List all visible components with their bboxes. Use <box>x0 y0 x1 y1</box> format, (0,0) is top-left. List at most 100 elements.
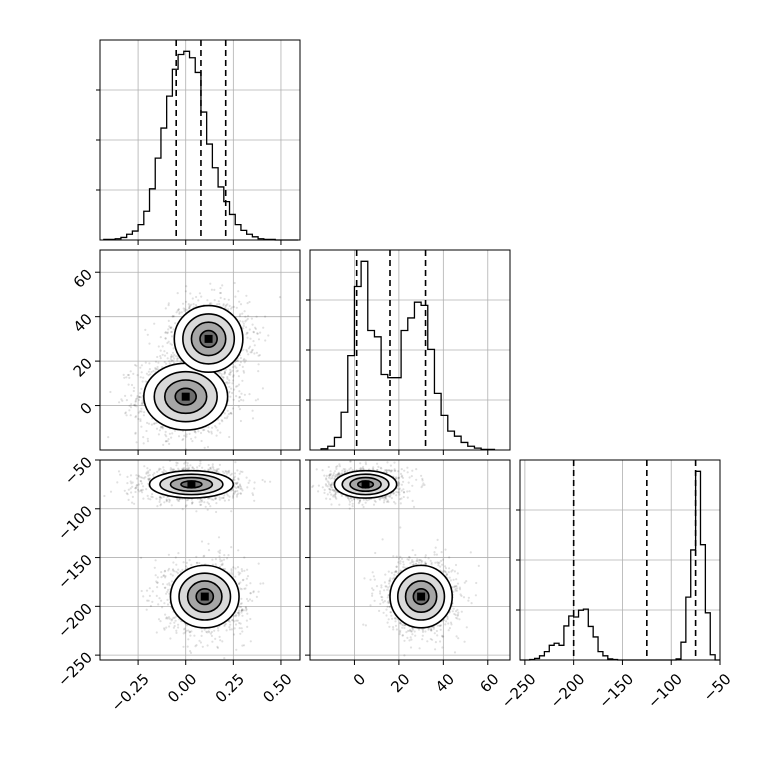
scatter-dot <box>128 376 131 379</box>
scatter-dot <box>228 435 231 439</box>
scatter-dot <box>214 497 217 500</box>
scatter-dot <box>136 483 139 487</box>
scatter-dot <box>131 495 134 498</box>
scatter-dot <box>237 582 241 585</box>
scatter-dot <box>183 434 186 437</box>
scatter-dot <box>246 568 249 571</box>
scatter-dot <box>213 288 216 291</box>
scatter-dot <box>207 451 209 453</box>
scatter-dot <box>218 422 221 425</box>
scatter-dot <box>157 361 160 364</box>
scatter-dot <box>219 431 222 434</box>
scatter-dot <box>240 487 243 490</box>
scatter-dot <box>233 476 236 479</box>
scatter-dot <box>244 359 247 362</box>
scatter-dot <box>245 326 248 329</box>
scatter-dot <box>155 367 158 371</box>
scatter-dot <box>231 369 234 372</box>
scatter-dot <box>239 485 242 488</box>
scatter-dot <box>166 583 169 586</box>
scatter-dot <box>183 309 186 313</box>
scatter-dot <box>157 618 161 621</box>
scatter-dot <box>140 480 143 483</box>
scatter-dot <box>233 478 236 482</box>
scatter-dot <box>222 304 225 307</box>
scatter-dot <box>239 303 243 306</box>
scatter-dot <box>237 611 240 614</box>
scatter-dot <box>165 499 168 502</box>
scatter-dot <box>237 614 240 617</box>
scatter-dot <box>159 349 162 352</box>
scatter-dot <box>175 355 178 358</box>
scatter-dot <box>217 371 220 374</box>
scatter-dot <box>224 381 227 384</box>
scatter-dot <box>229 371 232 374</box>
scatter-dot <box>241 614 244 617</box>
scatter-dot <box>226 494 229 497</box>
scatter-dot <box>159 496 162 499</box>
scatter-dot <box>240 611 243 614</box>
scatter-dot <box>228 391 231 394</box>
scatter-dot <box>159 357 162 360</box>
scatter-dot <box>226 557 229 560</box>
scatter-dot <box>239 419 242 423</box>
scatter-dot <box>140 425 143 428</box>
scatter-dot <box>226 409 229 412</box>
scatter-dot <box>252 493 255 497</box>
scatter-dot <box>174 556 177 559</box>
scatter-dot <box>184 461 187 464</box>
scatter-dot <box>146 467 149 470</box>
scatter-dot <box>154 368 157 371</box>
scatter-dot <box>231 382 234 385</box>
scatter-dot <box>240 398 243 401</box>
scatter-dot <box>188 307 191 310</box>
scatter-dot <box>237 485 240 488</box>
scatter-dot <box>232 398 235 401</box>
scatter-dot <box>241 608 244 611</box>
scatter-dot <box>241 609 244 612</box>
scatter-dot <box>166 332 169 335</box>
scatter-dot <box>186 462 189 465</box>
scatter-dot <box>243 587 246 590</box>
scatter-dot <box>223 412 226 415</box>
scatter-dot <box>237 405 240 408</box>
scatter-dot <box>243 393 246 396</box>
scatter-dot <box>232 374 235 377</box>
scatter-dot <box>173 353 176 356</box>
scatter-dot <box>158 429 161 432</box>
scatter-dot <box>135 364 138 367</box>
scatter-dot <box>172 616 175 620</box>
scatter-dot <box>246 331 249 334</box>
scatter-dot <box>230 412 233 415</box>
scatter-dot <box>131 501 134 504</box>
scatter-dot <box>228 495 231 498</box>
scatter-dot <box>237 571 240 574</box>
scatter-dot <box>177 308 180 311</box>
scatter-dot <box>251 409 254 412</box>
scatter-dot <box>217 300 220 303</box>
scatter-dot <box>149 604 152 608</box>
scatter-dot <box>236 369 239 372</box>
scatter-dot <box>267 334 270 337</box>
scatter-dot <box>256 332 259 335</box>
scatter-dot <box>164 337 167 340</box>
scatter-dot <box>162 469 166 472</box>
scatter-dot <box>167 328 170 331</box>
scatter-dot <box>158 498 161 501</box>
scatter-dot <box>207 468 210 471</box>
scatter-dot <box>147 478 150 481</box>
scatter-dot <box>256 398 260 401</box>
scatter-dot <box>167 319 170 322</box>
scatter-dot <box>236 469 239 472</box>
scatter-dot <box>233 492 236 495</box>
scatter-dot <box>245 584 248 587</box>
scatter-dot <box>159 620 162 623</box>
scatter-dot <box>248 479 251 482</box>
scatter-dot <box>140 401 144 404</box>
scatter-dot <box>136 374 139 377</box>
scatter-dot <box>152 473 155 476</box>
scatter-dot <box>140 556 143 559</box>
scatter-dot <box>139 392 142 395</box>
scatter-dot <box>135 474 138 477</box>
scatter-dot <box>186 645 189 648</box>
